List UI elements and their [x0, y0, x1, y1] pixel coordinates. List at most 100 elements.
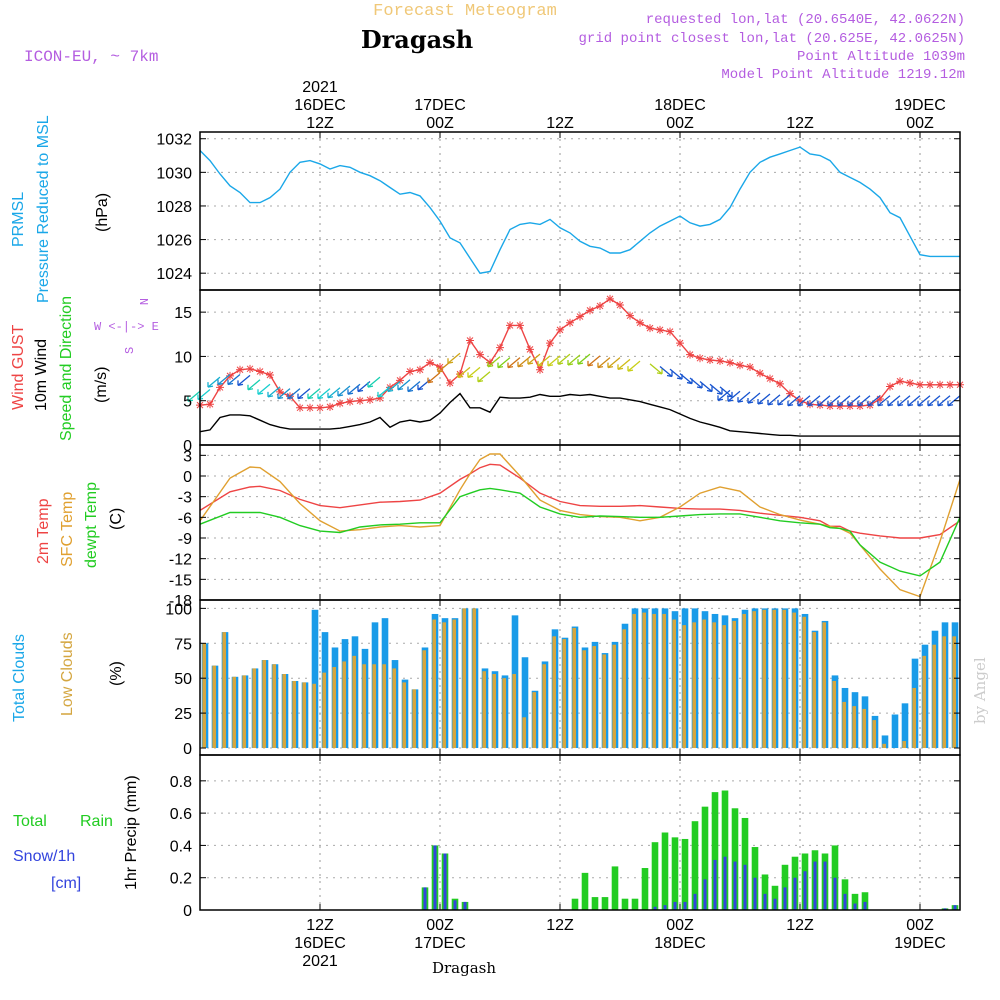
- wind-direction-arrow: [257, 383, 271, 395]
- time-label-top: 12Z: [306, 115, 334, 132]
- credit-watermark: by Angel: [971, 657, 989, 724]
- y-tick-label: 15: [174, 305, 192, 322]
- y-tick-label: 1028: [156, 199, 192, 216]
- snow-bar: [423, 887, 427, 910]
- time-label-top: 19DEC: [894, 97, 946, 114]
- wind-direction-arrow: [607, 357, 621, 369]
- gust-point: [456, 370, 464, 379]
- gust-point: [646, 324, 654, 333]
- gust-point: [736, 361, 744, 370]
- low-clouds-bar: [272, 664, 276, 749]
- low-clouds-bar: [752, 611, 756, 749]
- gust-point: [336, 399, 344, 408]
- low-clouds-bar: [572, 627, 576, 749]
- low-clouds-bar: [542, 664, 546, 749]
- low-clouds-bar: [242, 675, 246, 749]
- low-clouds-bar: [292, 680, 296, 749]
- wind-direction-arrow: [827, 395, 841, 407]
- wind-direction-arrow: [927, 395, 941, 407]
- time-label-bottom: 16DEC: [294, 935, 346, 952]
- wind-direction-arrow: [487, 356, 501, 368]
- gust-point: [886, 382, 894, 391]
- snow-unit-label: [cm]: [51, 875, 81, 892]
- time-label-top: 12Z: [786, 115, 814, 132]
- wind-direction-arrow: [659, 365, 673, 378]
- compass-west-east: W <-|-> E: [94, 320, 159, 334]
- wind-direction-arrow: [627, 360, 641, 372]
- low-clouds-bar: [842, 701, 846, 749]
- wind-direction-arrow: [237, 374, 251, 386]
- y-tick-label: -6: [178, 510, 192, 527]
- wind-direction-arrow: [709, 383, 723, 395]
- gust-point: [706, 355, 714, 364]
- low-clouds-bar: [772, 609, 776, 749]
- low-clouds-bar: [862, 708, 866, 749]
- gust-point: [346, 397, 354, 406]
- wind-direction-arrow: [387, 381, 401, 393]
- gust-point: [506, 321, 514, 330]
- y-tick-label: -9: [178, 531, 192, 548]
- series-line-dewpt-temp: [199, 487, 961, 577]
- gust-point: [226, 371, 234, 380]
- low-clouds-bar: [202, 643, 206, 749]
- wind-direction-arrow: [747, 392, 761, 404]
- time-label-bottom: 19DEC: [894, 935, 946, 952]
- gust-point: [656, 325, 664, 334]
- wind-direction-arrow: [937, 395, 951, 407]
- rain-bar: [661, 832, 669, 910]
- low-clouds-bar: [712, 622, 716, 749]
- rain-bar: [641, 868, 649, 910]
- panel-frame: [199, 444, 961, 601]
- rain-bar: [571, 898, 579, 910]
- gust-point: [926, 380, 934, 389]
- snow-bar: [703, 879, 707, 910]
- y-tick-label: 0: [183, 741, 192, 758]
- gust-point: [756, 369, 764, 378]
- low-clouds-bar: [742, 613, 746, 749]
- y-tick-label: -15: [169, 572, 192, 589]
- wind-direction-arrow: [437, 361, 451, 373]
- low-clouds-bar: [422, 650, 426, 749]
- snow-bar: [843, 893, 847, 910]
- gust-point: [856, 402, 864, 411]
- wind-direction-arrow: [447, 352, 461, 364]
- low-clouds-bar: [612, 644, 616, 749]
- wind-direction-arrow: [917, 395, 931, 407]
- gust-point: [486, 358, 494, 367]
- gust-point: [416, 365, 424, 374]
- low-clouds-bar: [952, 636, 956, 749]
- time-label-bottom: 17DEC: [414, 935, 466, 952]
- gust-point: [616, 301, 624, 310]
- gust-point: [526, 345, 534, 354]
- y-tick-label: 5: [183, 394, 192, 411]
- low-clouds-bar: [592, 646, 596, 749]
- pressure-unit-label: (hPa): [94, 193, 111, 232]
- low-clouds-bar: [662, 613, 666, 749]
- snow-bar: [713, 859, 717, 910]
- snow-bar: [853, 903, 857, 910]
- low-clouds-bar: [702, 619, 706, 749]
- y-tick-label: -12: [169, 552, 192, 569]
- total-clouds-label: Total Clouds: [11, 634, 28, 722]
- gust-point: [606, 294, 614, 303]
- y-tick-label: 1024: [156, 266, 192, 283]
- low-clouds-bar: [692, 622, 696, 749]
- y-tick-label: 10: [174, 349, 192, 366]
- wind-direction-arrow: [537, 355, 551, 367]
- requested-coords: requested lon,lat (20.6540E, 42.0622N): [646, 12, 965, 28]
- low-clouds-bar: [432, 619, 436, 749]
- time-label-bottom: 12Z: [306, 917, 334, 934]
- y-tick-label: 0: [183, 903, 192, 920]
- wind-direction-arrow: [227, 373, 241, 386]
- y-tick-label: 50: [174, 671, 192, 688]
- time-label-top: 2021: [302, 79, 338, 96]
- rain-bar: [851, 893, 859, 910]
- gust-point: [766, 374, 774, 383]
- rain-bar: [771, 885, 779, 910]
- wind-direction-arrow: [337, 385, 351, 397]
- model-point-altitude: Model Point Altitude 1219.12m: [721, 67, 965, 83]
- low-clouds-bar: [392, 668, 396, 749]
- gust-point: [686, 350, 694, 359]
- wind-direction-arrow: [717, 389, 731, 402]
- series-line-prmsl: [199, 146, 960, 274]
